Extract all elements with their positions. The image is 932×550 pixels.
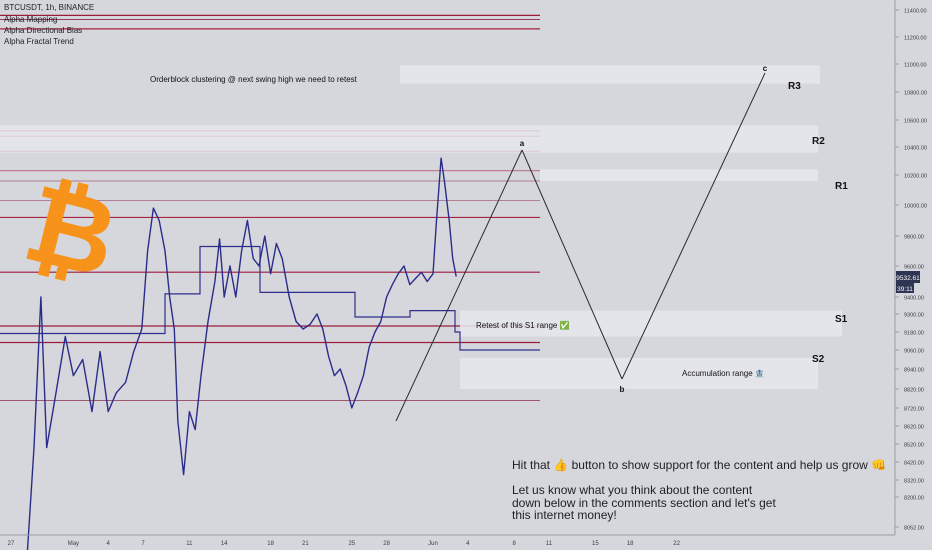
zone-label-r1: R1 xyxy=(835,181,848,192)
indicator-alpha-directional-bias[interactable]: Alpha Directional Bias xyxy=(4,26,83,35)
zone-r2 xyxy=(0,125,818,153)
y-tick-label: 11000.00 xyxy=(904,63,927,69)
x-tick-label: 25 xyxy=(348,541,355,547)
zone-label-s1: S1 xyxy=(835,314,848,325)
y-tick-label: 10800.00 xyxy=(904,91,927,97)
x-tick-label: 11 xyxy=(546,541,553,547)
countdown-tag xyxy=(896,283,914,293)
x-tick-label: 18 xyxy=(627,541,634,547)
y-tick-label: 9300.00 xyxy=(904,313,924,319)
indicator-alpha-fractal-trend[interactable]: Alpha Fractal Trend xyxy=(4,37,74,46)
x-tick-label: May xyxy=(68,541,79,547)
y-tick-label: 9600.00 xyxy=(904,265,924,271)
projection-leg-0 xyxy=(395,149,523,422)
y-tick-label: 11200.00 xyxy=(904,36,927,42)
zone-label-r2: R2 xyxy=(812,136,825,147)
symbol-title: BTCUSDT, 1h, BINANCE xyxy=(4,3,95,12)
bias-step-line xyxy=(0,245,540,351)
y-tick-label: 8420.00 xyxy=(904,461,924,467)
x-tick-label: 22 xyxy=(673,541,680,547)
y-tick-label: 8520.00 xyxy=(904,443,924,449)
x-tick-label: 18 xyxy=(267,541,274,547)
note-line-1: Hit that 👍 button to show support for th… xyxy=(512,458,887,472)
last-price-tag xyxy=(896,271,920,283)
y-tick-label: 10400.00 xyxy=(904,146,927,152)
note-line-3: down below in the comments section and l… xyxy=(512,496,776,510)
zone-label-s2: S2 xyxy=(812,354,825,365)
indicator-alpha-mapping[interactable]: Alpha Mapping xyxy=(4,15,58,24)
zone-r3 xyxy=(400,65,820,84)
x-tick-label: 14 xyxy=(221,541,228,547)
zone-boxes: R3 R2 R1 S1 S2 xyxy=(0,65,848,389)
y-tick-label: 10600.00 xyxy=(904,119,927,125)
x-tick-label: Jun xyxy=(428,541,438,547)
projection-path xyxy=(395,72,766,422)
price-line xyxy=(26,157,457,550)
y-tick-label: 9800.00 xyxy=(904,235,924,241)
projection-label-b: b xyxy=(620,385,625,394)
price-series-line xyxy=(26,157,457,550)
plot-area xyxy=(0,0,895,535)
zone-s1 xyxy=(460,310,842,337)
y-tick-label: 8052.00 xyxy=(904,526,924,532)
x-tick-label: 4 xyxy=(466,541,470,547)
price-axis-ticks: 11400.00 11200.00 11000.00 10800.00 10600.00… xyxy=(895,9,927,532)
y-tick-label: 8820.00 xyxy=(904,388,924,394)
zone-r1 xyxy=(540,169,818,181)
x-tick-label: 4 xyxy=(107,541,111,547)
y-tick-label: 10200.00 xyxy=(904,174,927,180)
y-tick-label: 9400.00 xyxy=(904,296,924,302)
zone-label-r3: R3 xyxy=(788,81,801,92)
note-line-4: this internet money! xyxy=(512,508,617,522)
y-tick-label: 8200.00 xyxy=(904,496,924,502)
x-tick-label: 28 xyxy=(383,541,390,547)
y-tick-label: 11400.00 xyxy=(904,9,927,15)
y-tick-label: 9180.00 xyxy=(904,331,924,337)
zone-s2 xyxy=(460,357,818,389)
y-tick-label: 8320.00 xyxy=(904,479,924,485)
y-tick-label: 8940.00 xyxy=(904,368,924,374)
time-axis-ticks: 27 May 4 7 11 14 18 21 25 28 Jun 4 8 11 15 18 22 xyxy=(8,541,681,547)
x-tick-label: 11 xyxy=(186,541,193,547)
y-tick-label: 8720.00 xyxy=(904,407,924,413)
x-tick-label: 27 xyxy=(8,541,15,547)
annotation-1: Retest of this S1 range ✅ xyxy=(476,320,570,330)
countdown-label: 39:11 xyxy=(897,286,913,293)
y-tick-label: 8620.00 xyxy=(904,425,924,431)
x-tick-label: 7 xyxy=(141,541,145,547)
y-tick-label: 9060.00 xyxy=(904,349,924,355)
note-line-2: Let us know what you think about the con… xyxy=(512,483,753,497)
x-tick-label: 21 xyxy=(302,541,309,547)
bias-steps xyxy=(0,245,540,351)
annotation-0: Orderblock clustering @ next swing high … xyxy=(150,75,358,84)
x-tick-label: 8 xyxy=(513,541,517,547)
projection-label-c: c xyxy=(763,64,768,73)
projection-leg-b-c xyxy=(621,72,766,380)
annotation-2: Accumulation range 🏦 xyxy=(682,368,765,378)
x-tick-label: 15 xyxy=(592,541,599,547)
projection-leg-a-b xyxy=(521,149,623,380)
chart-labels: a b c Orderblock clustering @ next swing hi… xyxy=(150,64,768,394)
projection-label-a: a xyxy=(520,139,525,148)
last-price-label: 9532.61 xyxy=(896,275,920,282)
y-tick-label: 10000.00 xyxy=(904,204,927,210)
